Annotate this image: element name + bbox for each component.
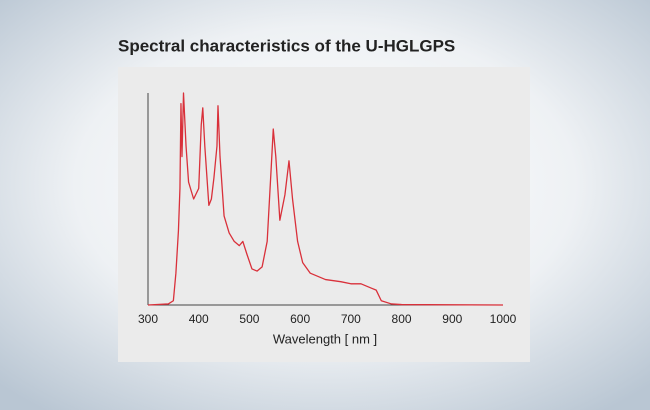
x-tick-label: 300 bbox=[138, 312, 158, 326]
x-tick-label: 900 bbox=[442, 312, 462, 326]
plot-panel bbox=[118, 67, 530, 362]
chart-title: Spectral characteristics of the U-HGLGPS bbox=[118, 36, 455, 55]
x-tick-label: 800 bbox=[392, 312, 412, 326]
x-tick-label: 400 bbox=[189, 312, 209, 326]
x-tick-label: 1000 bbox=[490, 312, 517, 326]
x-tick-label: 700 bbox=[341, 312, 361, 326]
x-tick-label: 600 bbox=[290, 312, 310, 326]
spectrum-line bbox=[147, 92, 504, 306]
x-tick-label: 500 bbox=[239, 312, 259, 326]
x-axis-label: Wavelength [ nm ] bbox=[273, 331, 377, 346]
